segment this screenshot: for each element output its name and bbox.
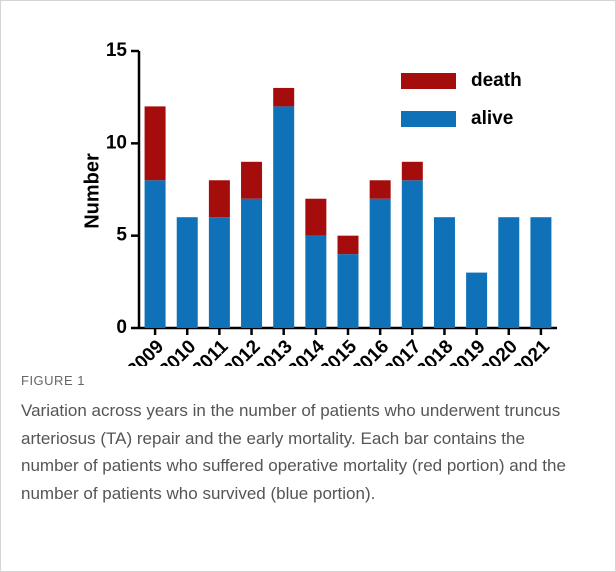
bar-segment: [466, 272, 488, 328]
y-tick-label: 0: [116, 317, 127, 338]
bar-segment: [401, 180, 423, 328]
bar-segment: [305, 235, 327, 328]
bar-segment: [273, 87, 295, 107]
legend-label: alive: [471, 108, 513, 129]
legend-label: death: [471, 70, 522, 91]
bar-segment: [337, 235, 359, 255]
bar-segment: [208, 217, 230, 328]
bar-segment: [369, 198, 391, 328]
bar-segment: [176, 217, 198, 328]
bar-segment: [144, 180, 166, 328]
bar-segment: [337, 254, 359, 328]
y-tick-label: 15: [106, 40, 128, 61]
legend-swatch: [401, 111, 456, 127]
chart: Number 051015200920102011201220132014201…: [81, 40, 557, 381]
bar-segment: [241, 198, 263, 328]
bar-segment: [369, 180, 391, 199]
bar-segment: [144, 106, 166, 181]
y-axis-label: Number: [81, 153, 103, 229]
bar-segment: [498, 217, 520, 328]
bar-segment: [530, 217, 552, 328]
bar-segment: [433, 217, 455, 328]
figure-caption: Variation across years in the number of …: [21, 401, 566, 503]
bar-segment: [208, 180, 230, 218]
legend-swatch: [401, 73, 456, 89]
bar-segment: [241, 161, 263, 199]
bar-segment: [305, 198, 327, 236]
y-tick-label: 5: [116, 225, 127, 246]
y-tick-label: 10: [106, 132, 127, 153]
bar-segment: [401, 161, 423, 181]
figure-label: FIGURE 1: [21, 373, 85, 388]
bar-segment: [273, 106, 295, 329]
